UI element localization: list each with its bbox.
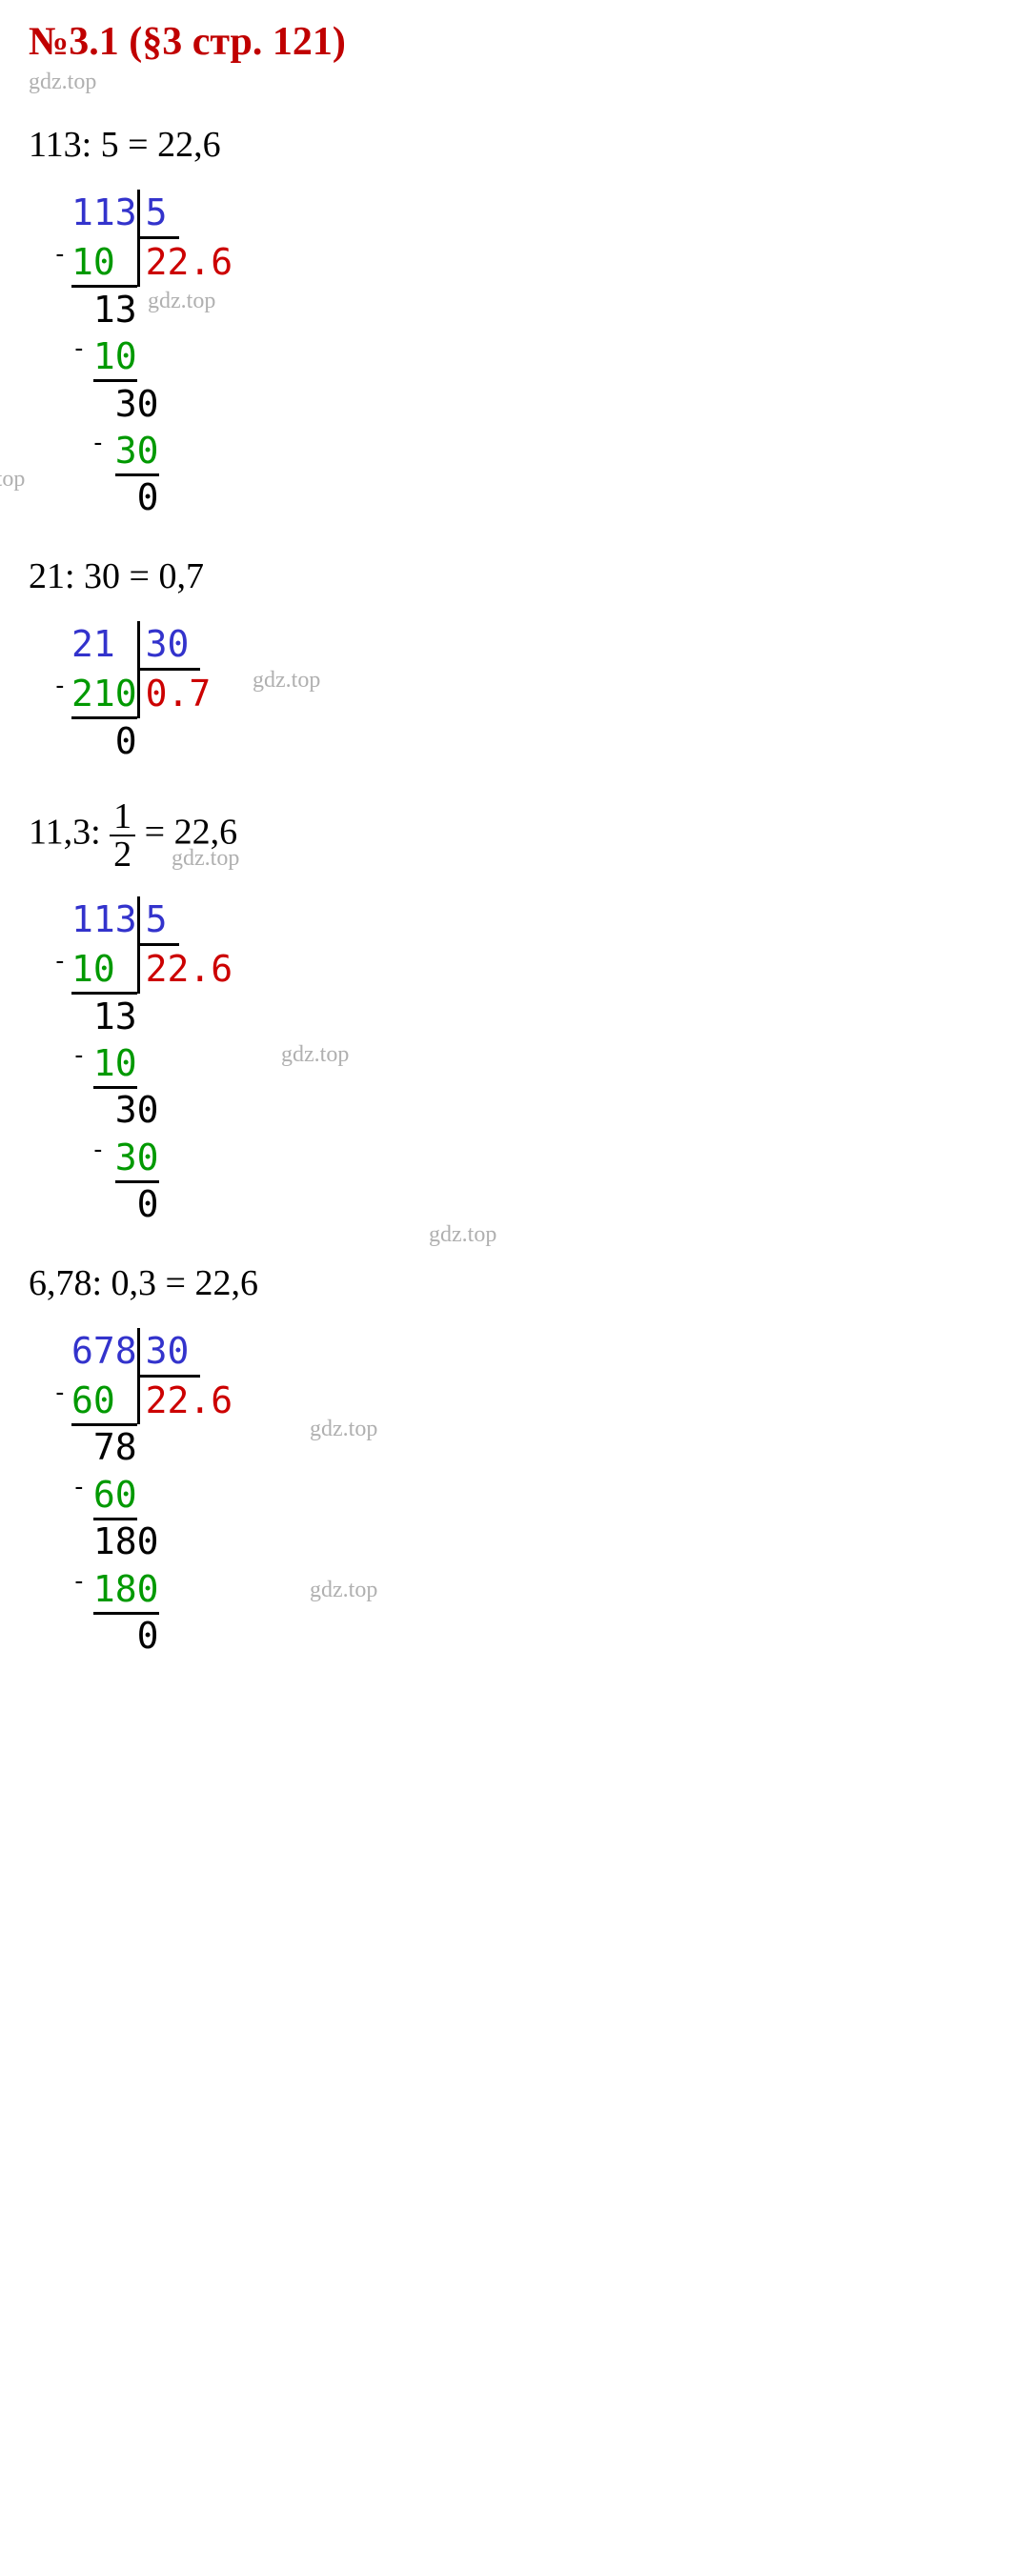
div4-sub2: 60 <box>93 1474 137 1520</box>
div1-line2: -10 22.6 <box>71 239 1003 286</box>
watermark: gdz.top <box>281 1040 349 1070</box>
equation-1: 113: 5 = 22,6 <box>29 124 1003 166</box>
watermark: gdz.top <box>172 846 239 872</box>
div1-rem2: 30 <box>115 383 159 425</box>
div4-line5: 180 <box>71 1519 1003 1565</box>
equation-2: 21: 30 = 0,7 <box>29 555 1003 597</box>
div3-line4: - 10gdz.top <box>71 1040 1003 1087</box>
div4-sub1: 60 <box>71 1379 137 1426</box>
div4-line6: - 180gdz.top <box>71 1566 1003 1613</box>
div4-sub3: 180 <box>93 1568 159 1615</box>
watermark: gdz.top <box>429 1222 496 1248</box>
problem-title: №3.1 (§3 стр. 121) <box>29 19 1003 65</box>
div3-rem1: 13 <box>93 996 137 1037</box>
section-3: 11,3: 1 2 = 22,6 gdz.top 1135 -10 22.6 1… <box>29 798 1003 1229</box>
div3-line2: -10 22.6 <box>71 946 1003 993</box>
div3-divisor: 5 <box>137 896 179 946</box>
equation-3: 11,3: 1 2 = 22,6 gdz.top <box>29 798 1003 873</box>
div1-line4: - 10 <box>71 333 1003 380</box>
div4-line2: -60 22.6 <box>71 1378 1003 1424</box>
div3-sub1: 10 <box>71 948 137 995</box>
watermark-top: gdz.top <box>29 70 1003 95</box>
div1-rem1: 13 <box>93 289 137 331</box>
div2-divisor: 30 <box>137 621 201 671</box>
div2-dividend: 21 <box>71 623 137 665</box>
div4-line1: 67830 <box>71 1328 1003 1378</box>
div3-line1: 1135 <box>71 896 1003 946</box>
div3-dividend: 113 <box>71 898 137 940</box>
div3-line3: 13 <box>71 994 1003 1040</box>
div4-line7: 0 <box>71 1613 1003 1660</box>
eq3-left: 11,3: <box>29 813 101 853</box>
division-1: 1135 -10 22.6 13 gdz.top - 10 30 - 30 gdz… <box>71 190 1003 522</box>
division-3: 1135 -10 22.6 13 - 10gdz.top 30 - 30 0 <box>71 896 1003 1229</box>
div1-sub3: 30 <box>115 430 159 476</box>
div4-line3: 78gdz.top <box>71 1424 1003 1471</box>
div3-rem3: 0 <box>137 1183 159 1225</box>
eq3-denominator: 2 <box>110 836 135 873</box>
section-4: 6,78: 0,3 = 22,6 67830 -60 22.6 78gdz.to… <box>29 1262 1003 1660</box>
div2-sub1: 210 <box>71 673 137 719</box>
div1-line7: gdz.top 0 <box>71 474 1003 521</box>
div4-rem3: 0 <box>137 1615 159 1657</box>
watermark: gdz.top <box>253 666 320 695</box>
div2-line1: 21 30 <box>71 621 1003 671</box>
section-1: 113: 5 = 22,6 1135 -10 22.6 13 gdz.top - … <box>29 124 1003 522</box>
watermark: gdz.top <box>148 287 215 316</box>
div3-sub2: 10 <box>93 1042 137 1089</box>
div1-line3: 13 gdz.top <box>71 287 1003 333</box>
div3-line5: 30 <box>71 1087 1003 1134</box>
eq3-numerator: 1 <box>110 798 135 836</box>
div4-rem2: 180 <box>93 1520 159 1562</box>
div4-quotient: 22.6 <box>137 1378 233 1424</box>
div1-sub2: 10 <box>93 335 137 382</box>
div1-sub1: 10 <box>71 241 137 288</box>
div2-line2: -2100.7gdz.top <box>71 671 1003 717</box>
div1-dividend: 113 <box>71 191 137 233</box>
div2-rem1: 0 <box>115 720 137 762</box>
div4-rem1: 78 <box>93 1426 137 1468</box>
div3-line6: - 30 <box>71 1135 1003 1181</box>
section-2: 21: 30 = 0,7 21 30 -2100.7gdz.top 0 <box>29 555 1003 765</box>
watermark: gdz.top <box>0 465 25 494</box>
watermark: gdz.top <box>310 1415 377 1444</box>
div1-divisor: 5 <box>137 190 179 239</box>
div1-quotient: 22.6 <box>137 239 233 286</box>
div4-dividend: 678 <box>71 1330 137 1372</box>
eq3-fraction: 1 2 <box>110 798 135 873</box>
div3-sub3: 30 <box>115 1137 159 1183</box>
equation-4: 6,78: 0,3 = 22,6 <box>29 1262 1003 1304</box>
div3-quotient: 22.6 <box>137 946 233 993</box>
div2-quotient: 0.7 <box>137 671 212 717</box>
div4-divisor: 30 <box>137 1328 201 1378</box>
division-2: 21 30 -2100.7gdz.top 0 <box>71 621 1003 765</box>
header-section: №3.1 (§3 стр. 121) gdz.top <box>29 19 1003 95</box>
div3-rem2: 30 <box>115 1089 159 1131</box>
div1-line5: 30 <box>71 381 1003 428</box>
watermark: gdz.top <box>310 1576 377 1605</box>
div1-line6: - 30 <box>71 428 1003 474</box>
div1-line1: 1135 <box>71 190 1003 239</box>
div3-line7: 0 <box>71 1181 1003 1228</box>
div1-rem3: 0 <box>137 476 159 518</box>
div2-line3: 0 <box>71 718 1003 765</box>
division-4: 67830 -60 22.6 78gdz.top - 60 180 - 180g… <box>71 1328 1003 1660</box>
div4-line4: - 60 <box>71 1472 1003 1519</box>
